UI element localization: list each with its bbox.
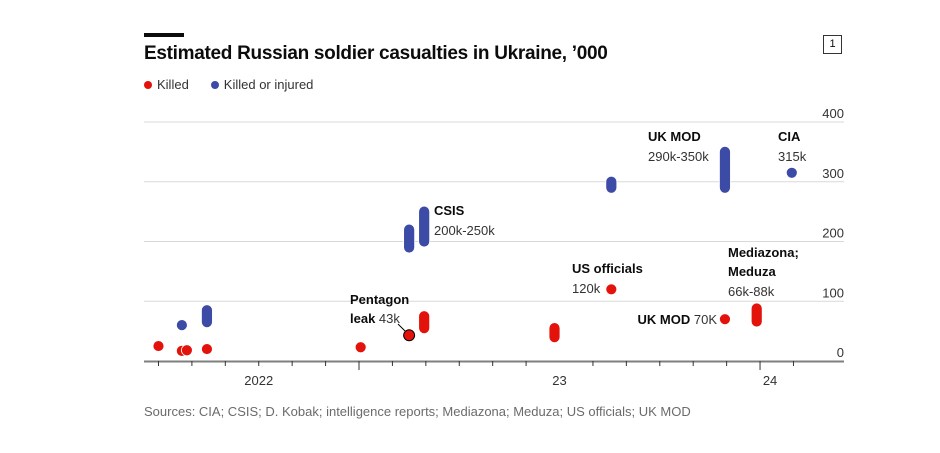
x-year-label: 2022	[244, 373, 273, 388]
y-tick-label: 400	[822, 106, 844, 121]
annotation-mediazona-value: 66k-88k	[728, 284, 775, 299]
header-accent-bar	[144, 33, 184, 37]
y-tick-label: 200	[822, 226, 844, 241]
data-point	[403, 329, 416, 342]
annotation-pentagon-leak-value: leak 43k	[350, 311, 400, 326]
data-marks	[152, 145, 798, 357]
annotation-uk-mod-killed: UK MOD 70K	[638, 312, 718, 327]
data-range-bar	[750, 302, 763, 328]
data-range-bar	[418, 310, 431, 335]
gridlines	[144, 121, 844, 302]
annotation-mediazona: Mediazona;	[728, 245, 799, 260]
annotation-cia-value: 315k	[778, 149, 807, 164]
legend-swatch-killed-or-injured	[210, 80, 219, 89]
data-range-bar	[605, 175, 618, 194]
source-note: Sources: CIA; CSIS; D. Kobak; intelligen…	[144, 404, 691, 419]
annotation-meduza: Meduza	[728, 264, 776, 279]
data-range-bar	[548, 322, 561, 344]
chart-title: Estimated Russian soldier casualties in …	[144, 43, 608, 64]
data-point	[719, 313, 731, 326]
annotations: Pentagon leak 43k CSIS 200k-250k US official…	[350, 129, 807, 332]
y-tick-label: 0	[837, 345, 844, 360]
data-range-bar	[201, 304, 213, 329]
data-point	[201, 343, 213, 355]
data-range-bar	[719, 145, 731, 194]
annotation-leader-line	[397, 323, 406, 332]
annotation-csis: CSIS	[434, 203, 465, 218]
data-point	[354, 341, 367, 354]
data-point	[605, 283, 618, 296]
data-point	[152, 340, 165, 352]
x-year-label: 24	[763, 373, 777, 388]
annotation-csis-value: 200k-250k	[434, 223, 495, 238]
y-axis-labels: 0 100 200 300 400	[822, 106, 844, 360]
y-tick-label: 100	[822, 285, 844, 300]
annotation-us-officials: US officials	[572, 261, 643, 276]
legend-swatch-killed	[144, 80, 152, 89]
data-point	[785, 166, 798, 179]
legend-label-killed-or-injured: Killed or injured	[223, 77, 314, 92]
data-point	[180, 344, 193, 357]
legend: Killed Killed or injured	[144, 77, 313, 92]
annotation-uk-mod-injured-value: 290k-350k	[648, 149, 709, 164]
data-range-bar	[418, 205, 431, 248]
chart-number-badge: 1	[823, 35, 842, 54]
annotation-pentagon-leak: Pentagon	[350, 292, 409, 307]
legend-item-killed: Killed	[144, 77, 189, 92]
data-point	[175, 319, 188, 332]
annotation-us-officials-value: 120k	[572, 281, 601, 296]
x-axis: 2022 23 24	[144, 360, 844, 388]
annotation-cia: CIA	[778, 129, 801, 144]
annotation-uk-mod-injured: UK MOD	[648, 129, 701, 144]
x-year-label: 23	[552, 373, 566, 388]
legend-item-killed-or-injured: Killed or injured	[210, 77, 314, 92]
y-tick-label: 300	[822, 166, 844, 181]
data-range-bar	[403, 223, 416, 254]
legend-label-killed: Killed	[157, 77, 189, 92]
